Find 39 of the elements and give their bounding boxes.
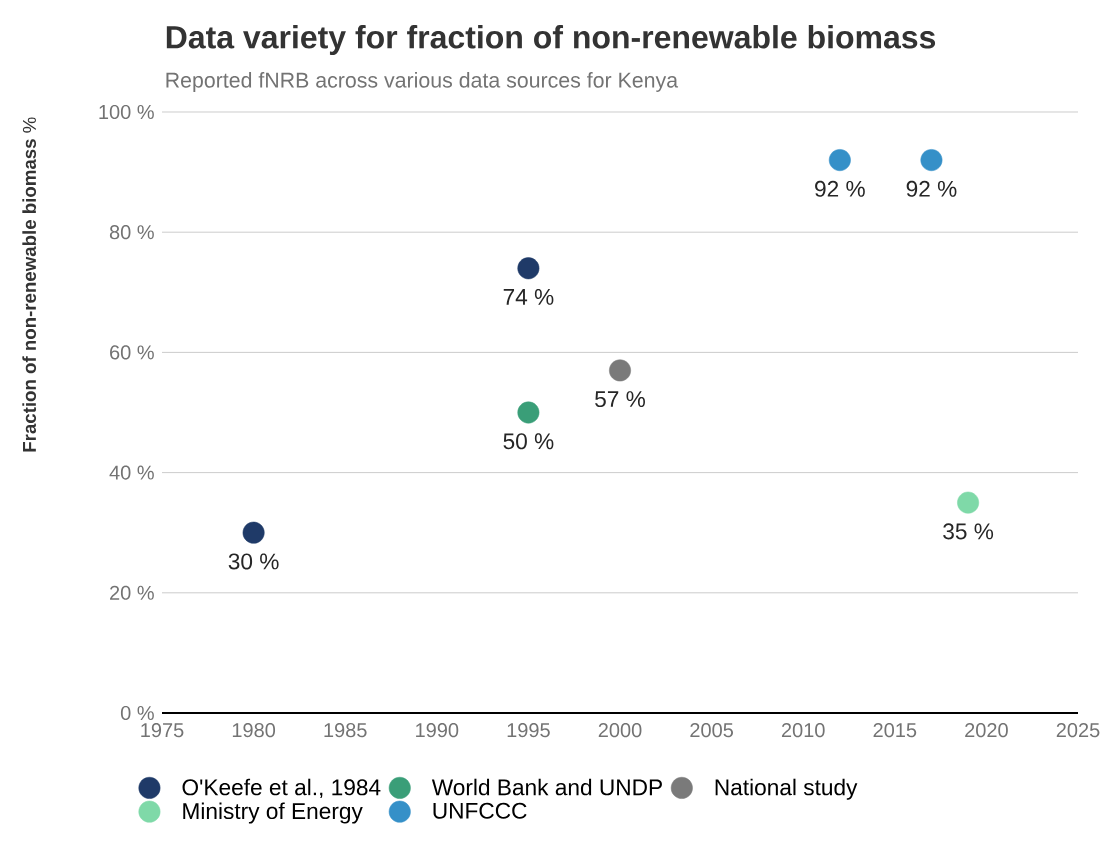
y-tick-label: 0 % — [120, 705, 154, 721]
point — [828, 149, 851, 172]
legend-label: O'Keefe et al., 1984 — [182, 778, 381, 799]
legend-label: Ministry of Energy — [183, 802, 363, 824]
x-tick-label: 2010 — [781, 723, 825, 738]
x-tick-label: 2000 — [598, 723, 642, 738]
point — [920, 149, 943, 172]
point — [957, 491, 980, 514]
chart-title: Data variety for fraction of non-renewable biomass — [166, 25, 936, 55]
data-label: 92 % — [815, 180, 865, 197]
x-tick-label: 2015 — [873, 723, 917, 738]
point — [242, 521, 265, 544]
legend-label: World Bank and UNDP — [431, 778, 662, 796]
data-label: 74 % — [503, 288, 554, 305]
y-tick-label: 100 % — [99, 104, 154, 120]
x-tick-label: 2020 — [965, 723, 1008, 738]
y-tick-label: 60 % — [110, 345, 154, 360]
data-label: 35 % — [943, 523, 994, 540]
x-tick-label: 1980 — [232, 723, 276, 738]
y-tick-label: 20 % — [110, 585, 154, 600]
legend-label: National study — [715, 778, 858, 800]
point — [517, 257, 540, 280]
x-tick-label: 2025 — [1056, 723, 1100, 738]
legend-label: UNFCCC — [433, 802, 527, 819]
data-label: 92 % — [906, 180, 957, 197]
data-label: 57 % — [595, 391, 645, 408]
data-label: 50 % — [503, 433, 554, 450]
data-label: 30 % — [228, 553, 279, 570]
x-tick-label: 1975 — [141, 723, 184, 738]
x-tick-label: 2005 — [690, 723, 734, 738]
y-tick-label: 40 % — [109, 465, 154, 480]
chart-subtitle: Reported fNRB across various data sources for Kenya — [166, 72, 679, 92]
x-tick-label: 1995 — [507, 723, 550, 738]
y-tick-label: 80 % — [109, 225, 154, 240]
x-tick-label: 1985 — [324, 723, 367, 738]
point — [609, 359, 631, 382]
point — [517, 401, 540, 424]
x-tick-label: 1990 — [416, 723, 459, 738]
y-axis-title: Fraction of non-renewable biomass % — [22, 117, 37, 452]
